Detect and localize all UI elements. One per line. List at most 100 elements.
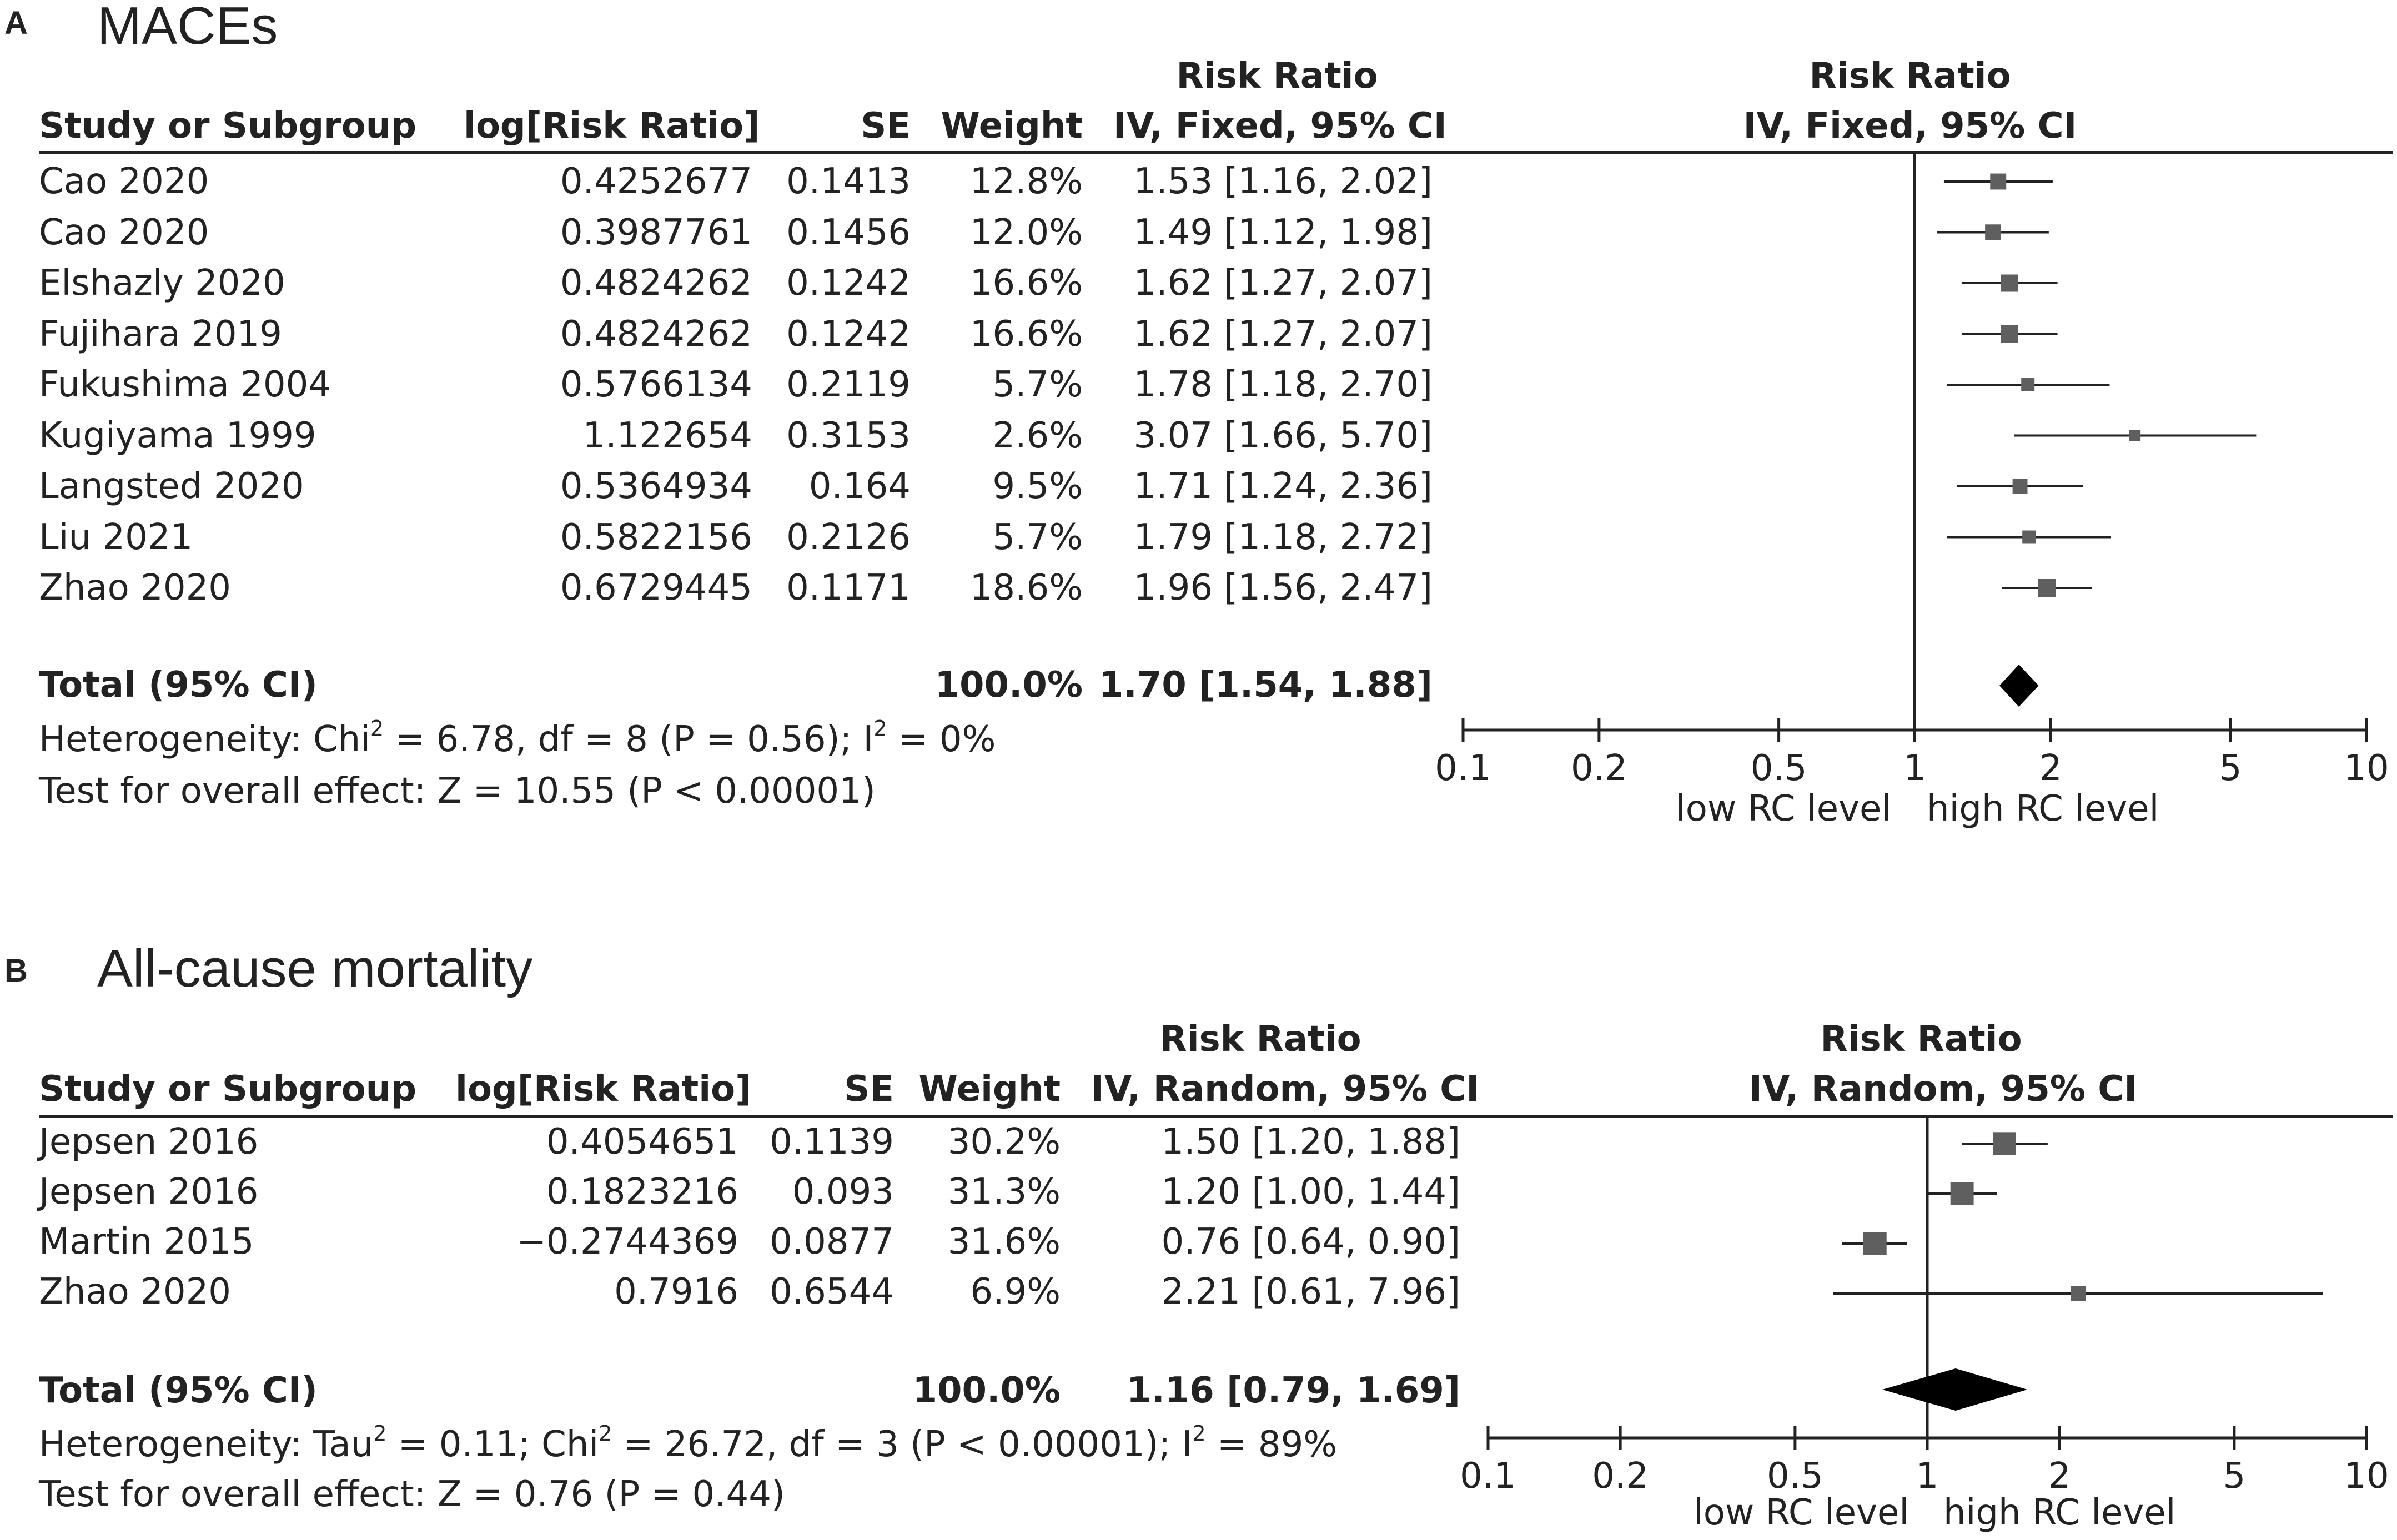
panel-a-favours-left: low RC level [1676,788,1892,829]
panel-b-favours-right: high RC level [1943,1492,2176,1533]
panel-b-het-sup3: 2 [1192,1421,1206,1446]
panel-b-total-weight: 100.0% [912,1370,1061,1411]
panel-b-row-ci: 1.20 [1.00, 1.44] [1161,1171,1460,1212]
panel-a-row-se: 0.1242 [786,263,911,304]
panel-a-overall-effect: Test for overall effect: Z = 10.55 (P < … [39,771,876,812]
panel-a-plot-header-top: Risk Ratio [1809,56,2011,97]
panel-a-row-weight: 12.8% [969,161,1083,202]
panel-b-row-log-rr: 0.7916 [614,1271,738,1312]
panel-a-row-se: 0.2119 [786,364,911,405]
panel-a-logrr-header: log[Risk Ratio] [464,105,760,147]
panel-b-row-weight: 31.6% [947,1221,1061,1262]
panel-a-row-ci: 1.78 [1.18, 2.70] [1133,364,1433,405]
panel-a-point [1990,173,2007,190]
panel-b-het-sup1: 2 [373,1421,387,1446]
panel-a-row-se: 0.1413 [786,161,911,202]
panel-a-het-end: = 0% [887,719,996,760]
panel-a-point [2001,325,2018,343]
panel-a-het-mid: = 6.78, df = 8 (P = 0.56); I [384,719,874,760]
panel-a-row-study-name: Fukushima 2004 [39,364,331,405]
panel-a-row-weight: 9.5% [992,466,1083,507]
panel-a-row-study-name: Zhao 2020 [39,567,231,608]
panel-a-row-ci: 1.53 [1.16, 2.02] [1133,161,1433,202]
panel-a-letter: A [4,5,28,41]
panel-a-row-log-rr: 0.6729445 [560,567,752,608]
panel-a-tick-label: 2 [2039,748,2062,789]
panel-b-point [1993,1132,2016,1155]
panel-a-row-study-name: Cao 2020 [39,212,209,253]
panel-b-tick-label: 0.5 [1767,1456,1823,1497]
panel-a-total-weight: 100.0% [934,665,1083,706]
panel-a-tick-label: 5 [2219,748,2242,789]
panel-a-row-study-name: Liu 2021 [39,516,193,558]
panel-a-het-sup2: 2 [873,716,887,741]
panel-b-overall-effect: Test for overall effect: Z = 0.76 (P = 0… [39,1474,785,1515]
panel-a-weight-header: Weight [941,105,1083,147]
panel-b-header-rule [39,1115,2393,1118]
panel-b-se-header: SE [844,1069,894,1110]
panel-b-point [1863,1232,1887,1255]
panel-b-study-header: Study or Subgroup [39,1069,417,1110]
panel-b-tick-label: 0.2 [1592,1456,1649,1497]
panel-b-total-ci: 1.16 [0.79, 1.69] [1126,1370,1460,1411]
panel-b-tick-label: 10 [2344,1456,2389,1497]
panel-b-title: All-cause mortality [97,939,533,998]
panel-b-row-study-name: Zhao 2020 [39,1271,231,1312]
panel-b-row-log-rr: −0.2744369 [516,1221,738,1262]
panel-a-rr-header-bottom: IV, Fixed, 95% CI [1113,105,1447,147]
panel-a-row-log-rr: 0.4252677 [560,161,752,202]
panel-a-rr-header-top: Risk Ratio [1176,56,1378,97]
panel-a-tick-label: 0.2 [1571,748,1627,789]
panel-a-row-log-rr: 0.4824262 [560,263,752,304]
panel-a-total-diamond [1999,665,2039,707]
panel-a-row-weight: 18.6% [969,567,1083,608]
panel-b-het-sup2: 2 [599,1421,612,1446]
panel-a-row-log-rr: 0.5364934 [560,466,752,507]
panel-b-row-study-name: Jepsen 2016 [39,1171,259,1212]
panel-b-row-se: 0.093 [792,1171,894,1212]
panel-a-row-ci: 3.07 [1.66, 5.70] [1133,415,1433,456]
panel-a-total-ci: 1.70 [1.54, 1.88] [1098,665,1433,706]
panel-a-row-weight: 5.7% [992,516,1083,558]
panel-a-plot-header-bottom: IV, Fixed, 95% CI [1743,105,2077,147]
panel-b-row-ci: 1.50 [1.20, 1.88] [1161,1121,1460,1162]
panel-a-row-weight: 12.0% [969,212,1083,253]
panel-b-tick-label: 1 [1916,1456,1939,1497]
panel-a-row-log-rr: 1.122654 [582,415,752,456]
panel-a-row-log-rr: 0.4824262 [560,313,752,355]
panel-b-row-se: 0.1139 [770,1121,894,1162]
panel-b-rr-header-bottom: IV, Random, 95% CI [1091,1069,1480,1110]
panel-a-row-log-rr: 0.5766134 [560,364,752,405]
panel-a-row-study-name: Kugiyama 1999 [39,415,316,456]
panel-b-tick-label: 0.1 [1460,1456,1516,1497]
panel-b-plot-header-top: Risk Ratio [1820,1019,2022,1060]
panel-a-tick-label: 0.1 [1435,748,1491,789]
panel-a-row-se: 0.164 [808,466,911,507]
panel-b-row-weight: 30.2% [947,1121,1061,1162]
panel-a-tick-label: 10 [2344,748,2389,789]
panel-b-het-end: = 89% [1205,1424,1338,1465]
panel-a-heterogeneity: Heterogeneity: Chi2 = 6.78, df = 8 (P = … [39,716,996,760]
panel-a-row-log-rr: 0.5822156 [560,516,752,558]
panel-a-row-study-name: Fujihara 2019 [39,313,282,355]
panel-a-se-header: SE [861,105,911,147]
panel-a-row-se: 0.1456 [786,212,911,253]
panel-b-row-log-rr: 0.1823216 [546,1171,738,1212]
panel-a-row-weight: 16.6% [969,313,1083,355]
panel-b-weight-header: Weight [918,1069,1061,1110]
panel-a-het-sup1: 2 [370,716,384,741]
panel-a-row-ci: 1.62 [1.27, 2.07] [1133,263,1433,304]
panel-b-row-se: 0.0877 [770,1221,894,1262]
panel-a-point [2001,274,2018,292]
panel-a-row-ci: 1.96 [1.56, 2.47] [1133,567,1433,608]
panel-a-point [2129,430,2141,441]
panel-b-row-weight: 6.9% [970,1271,1061,1312]
panel-b-row-log-rr: 0.4054651 [546,1121,738,1162]
panel-a-total-label: Total (95% CI) [39,665,318,706]
panel-b-tick-label: 2 [2048,1456,2071,1497]
panel-b-favours-left: low RC level [1694,1492,1909,1533]
panel-b-het-prefix: Heterogeneity: Tau [39,1424,374,1465]
panel-a-row-ci: 1.49 [1.12, 1.98] [1133,212,1433,253]
panel-a-row-log-rr: 0.3987761 [560,212,752,253]
panel-a-row-weight: 2.6% [992,415,1083,456]
